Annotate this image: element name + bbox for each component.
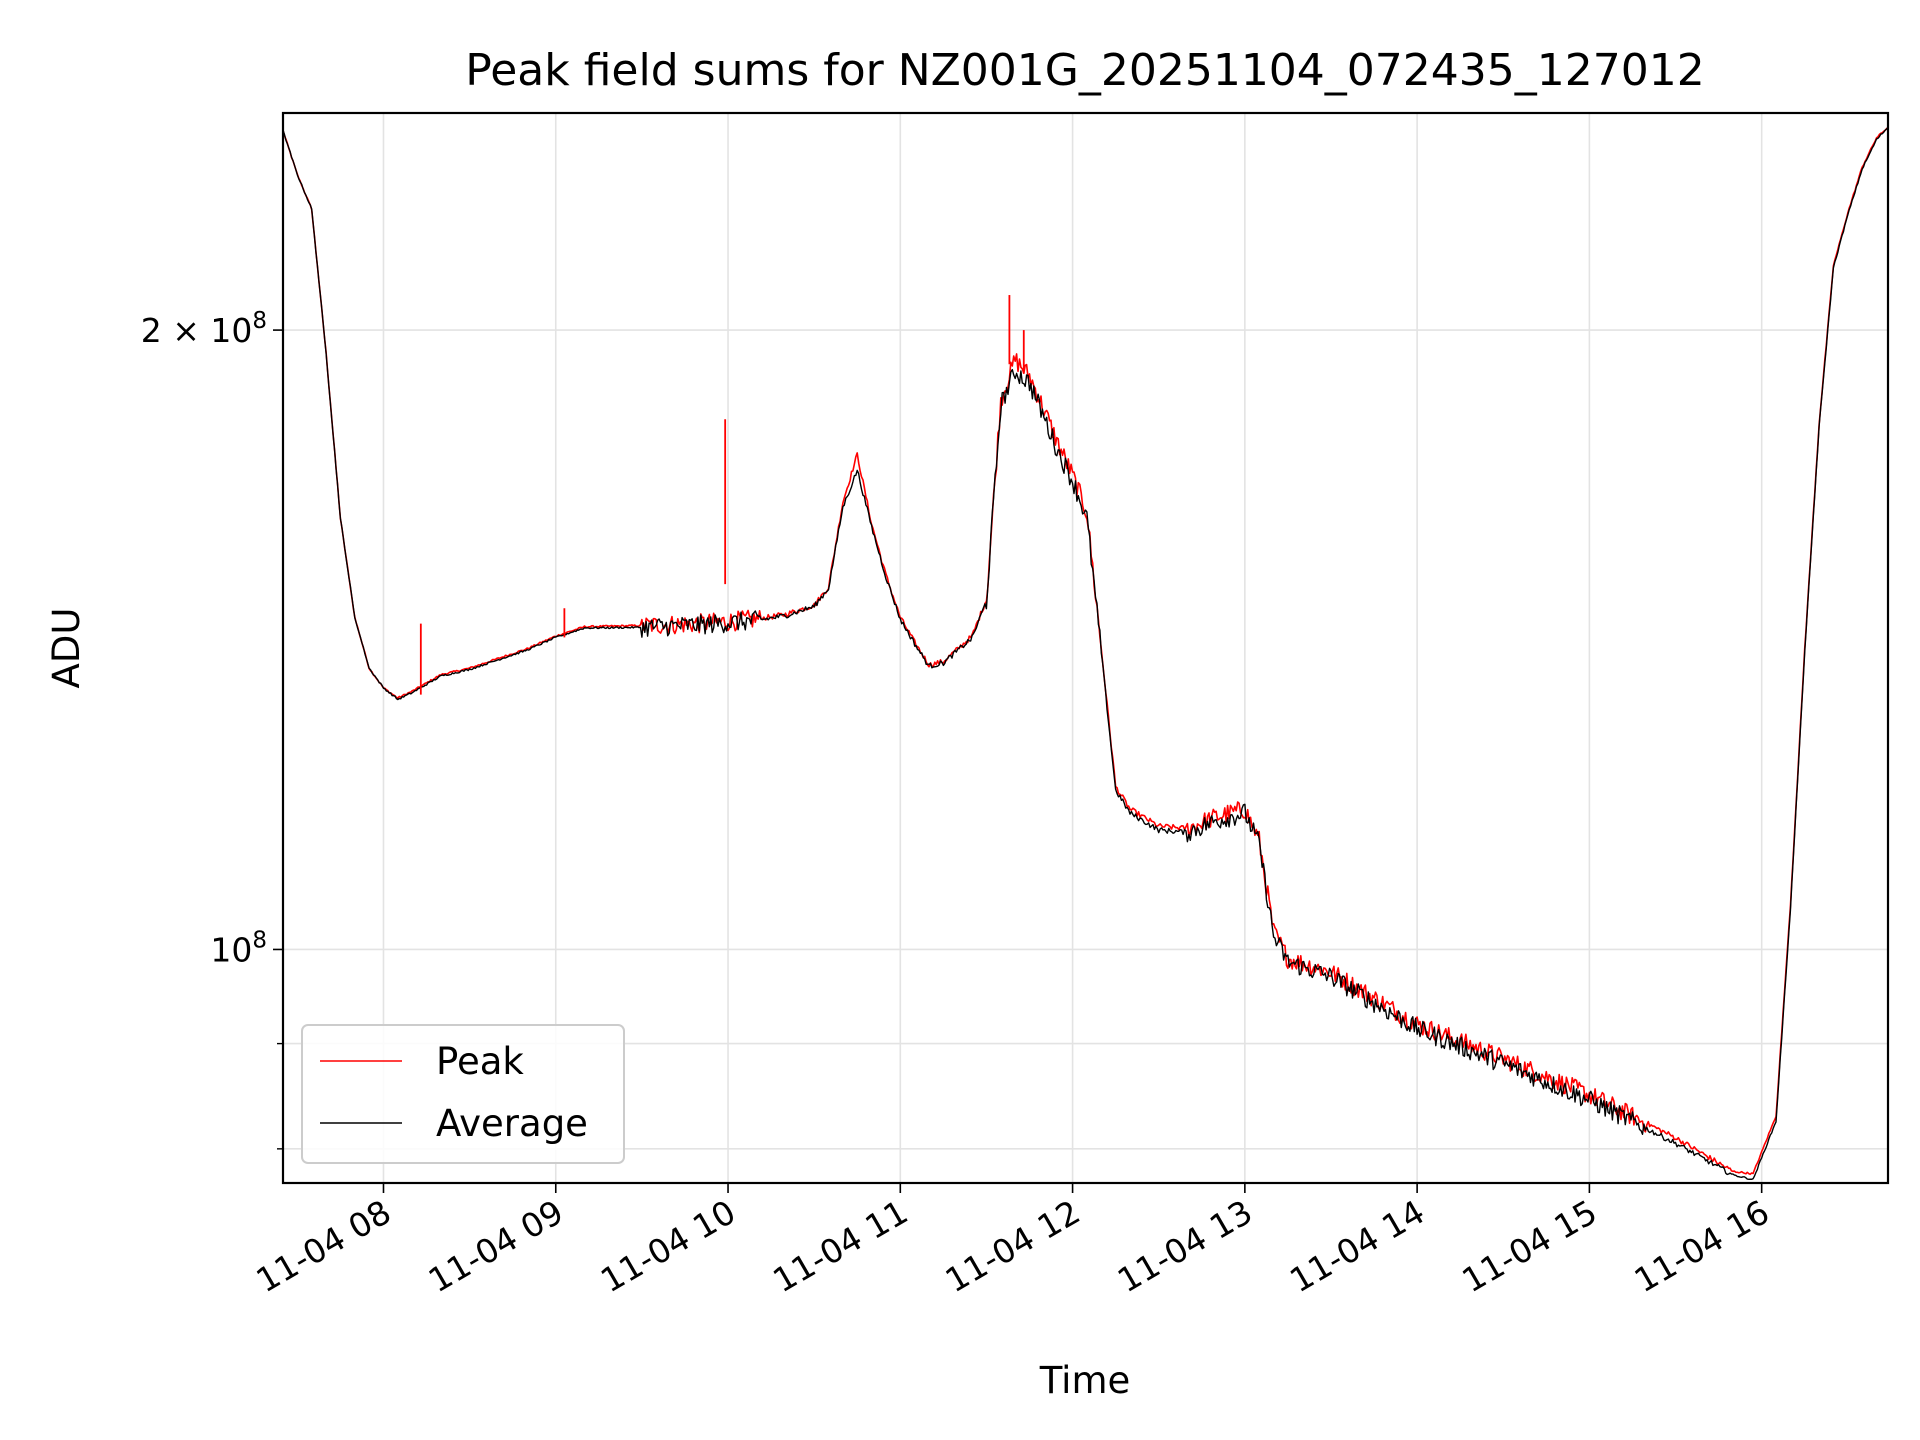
series-line-average (282, 126, 1889, 1180)
legend: Peak Average (301, 1024, 625, 1164)
legend-label-average: Average (436, 1102, 588, 1145)
legend-box (301, 1024, 625, 1164)
series-line-peak (282, 127, 1889, 1176)
y-axis: 108 2 × 108 (141, 308, 283, 1150)
plot-lines (282, 126, 1889, 1180)
x-axis-label: Time (1039, 1359, 1131, 1402)
plot-frame (281, 111, 1890, 1185)
y-axis-label: ADU (45, 608, 88, 689)
y-tick-label: 2 × 108 (141, 308, 267, 350)
chart-title: Peak field sums for NZ001G_20251104_0724… (465, 45, 1704, 96)
y-tick-label: 108 (210, 927, 267, 969)
legend-label-peak: Peak (436, 1040, 524, 1083)
